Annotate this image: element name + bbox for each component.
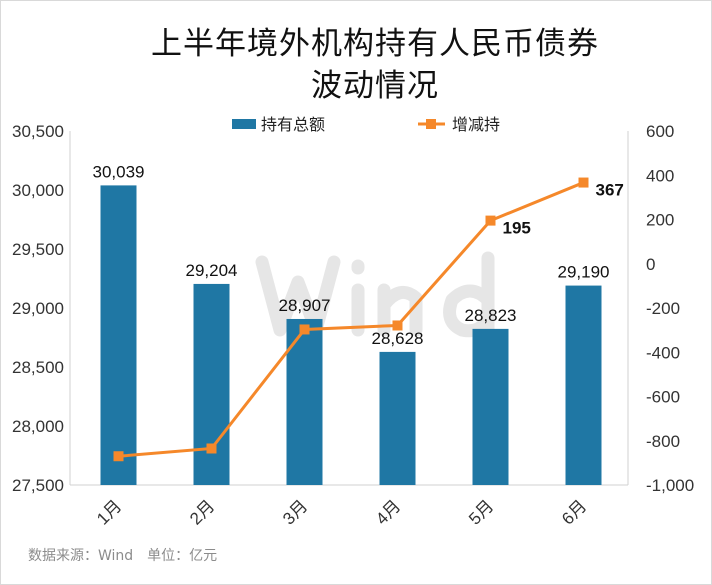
line-point-2 [206, 443, 217, 454]
line-point-6 [578, 177, 589, 188]
left-tick-label: 30,000 [12, 181, 64, 200]
line-point-1 [113, 451, 124, 462]
watermark-logo [255, 255, 341, 337]
x-tick-label: 1月 [93, 496, 125, 528]
right-tick-label: 200 [646, 211, 674, 230]
footer-source: 数据来源：Wind 单位：亿元 [28, 548, 218, 564]
right-tick-label: 400 [646, 166, 674, 185]
watermark-logo [377, 283, 423, 337]
line-point-4 [392, 320, 403, 331]
right-tick-label: -200 [646, 299, 680, 318]
right-tick-label: -600 [646, 388, 680, 407]
bar-data-label: 29,190 [558, 263, 610, 282]
right-tick-label: -800 [646, 432, 680, 451]
right-tick-label: 0 [646, 255, 655, 274]
x-tick-label: 5月 [465, 496, 497, 528]
bar-data-label: 28,907 [279, 296, 331, 315]
line-point-5 [485, 215, 496, 226]
bar-data-label: 30,039 [93, 162, 145, 181]
right-tick-label: 600 [646, 122, 674, 141]
bar-data-label: 28,823 [465, 306, 517, 325]
left-tick-label: 28,000 [12, 417, 64, 436]
legend-label: 持有总额 [261, 115, 325, 134]
bar-1 [100, 185, 137, 485]
x-tick-label: 3月 [279, 496, 311, 528]
x-tick-label: 6月 [558, 496, 590, 528]
right-tick-label: -400 [646, 343, 680, 362]
left-tick-label: 28,500 [12, 358, 64, 377]
legend-line-marker [426, 119, 436, 129]
x-tick-label: 2月 [186, 496, 218, 528]
left-tick-label: 29,500 [12, 240, 64, 259]
bar-4 [379, 351, 416, 485]
line-series [118, 181, 585, 458]
bar-2 [193, 283, 230, 485]
right-tick-label: -1,000 [646, 476, 694, 495]
chart-title-line2: 波动情况 [311, 68, 439, 104]
left-tick-label: 30,500 [12, 122, 64, 141]
bar-data-label: 29,204 [186, 261, 238, 280]
line-data-label: 367 [596, 181, 624, 200]
line-point-3 [299, 324, 310, 335]
legend-label: 增减持 [452, 115, 500, 134]
bar-data-label: 28,628 [372, 329, 424, 348]
chart-title-line1: 上半年境外机构持有人民币债券 [151, 26, 599, 62]
line-data-label: 195 [503, 219, 531, 238]
bar-5 [472, 328, 509, 485]
bar-6 [565, 285, 602, 485]
x-tick-label: 4月 [372, 496, 404, 528]
legend-bar-swatch [232, 119, 256, 129]
left-tick-label: 29,000 [12, 299, 64, 318]
left-tick-label: 27,500 [12, 476, 64, 495]
